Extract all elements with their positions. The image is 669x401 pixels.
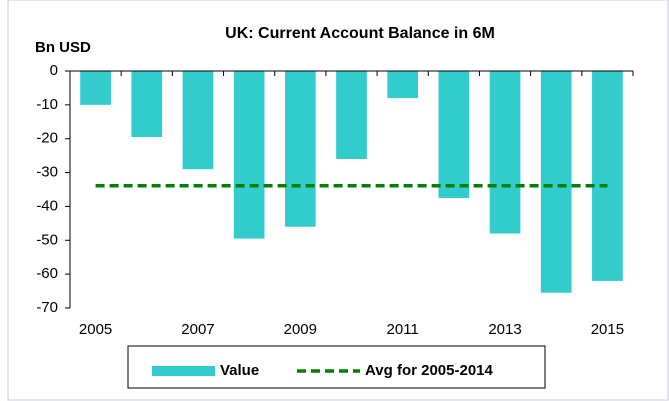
bar — [131, 71, 163, 138]
bar — [540, 71, 572, 293]
y-tick-label: -30 — [36, 164, 58, 181]
x-tick-label: 2009 — [284, 321, 317, 338]
x-tick-label: 2011 — [387, 321, 419, 338]
legend-label: Value — [220, 362, 259, 379]
x-tick-label: 2013 — [488, 321, 521, 338]
bar — [592, 71, 623, 281]
y-tick-label: -50 — [36, 231, 58, 248]
y-tick-label: -10 — [36, 96, 58, 113]
x-tick-label: 2007 — [181, 321, 214, 338]
bar — [489, 71, 521, 234]
x-tick-label: 2015 — [591, 321, 624, 338]
legend-swatch — [152, 366, 215, 376]
x-tick-label: 2005 — [79, 321, 112, 338]
bar — [336, 71, 367, 160]
y-tick-label: -70 — [36, 299, 58, 316]
legend-label: Avg for 2005-2014 — [365, 362, 494, 379]
bar — [182, 71, 214, 170]
y-tick-label: 0 — [50, 62, 58, 79]
y-tick-label: -20 — [36, 130, 58, 147]
bar — [80, 71, 111, 105]
y-tick-label: -40 — [36, 197, 58, 214]
bar — [233, 71, 265, 239]
bar — [387, 71, 419, 99]
bar — [438, 71, 470, 198]
chart-title: UK: Current Account Balance in 6M — [225, 25, 495, 42]
bar — [284, 71, 316, 227]
y-axis-label: Bn USD — [35, 39, 91, 56]
y-tick-label: -60 — [36, 265, 58, 282]
